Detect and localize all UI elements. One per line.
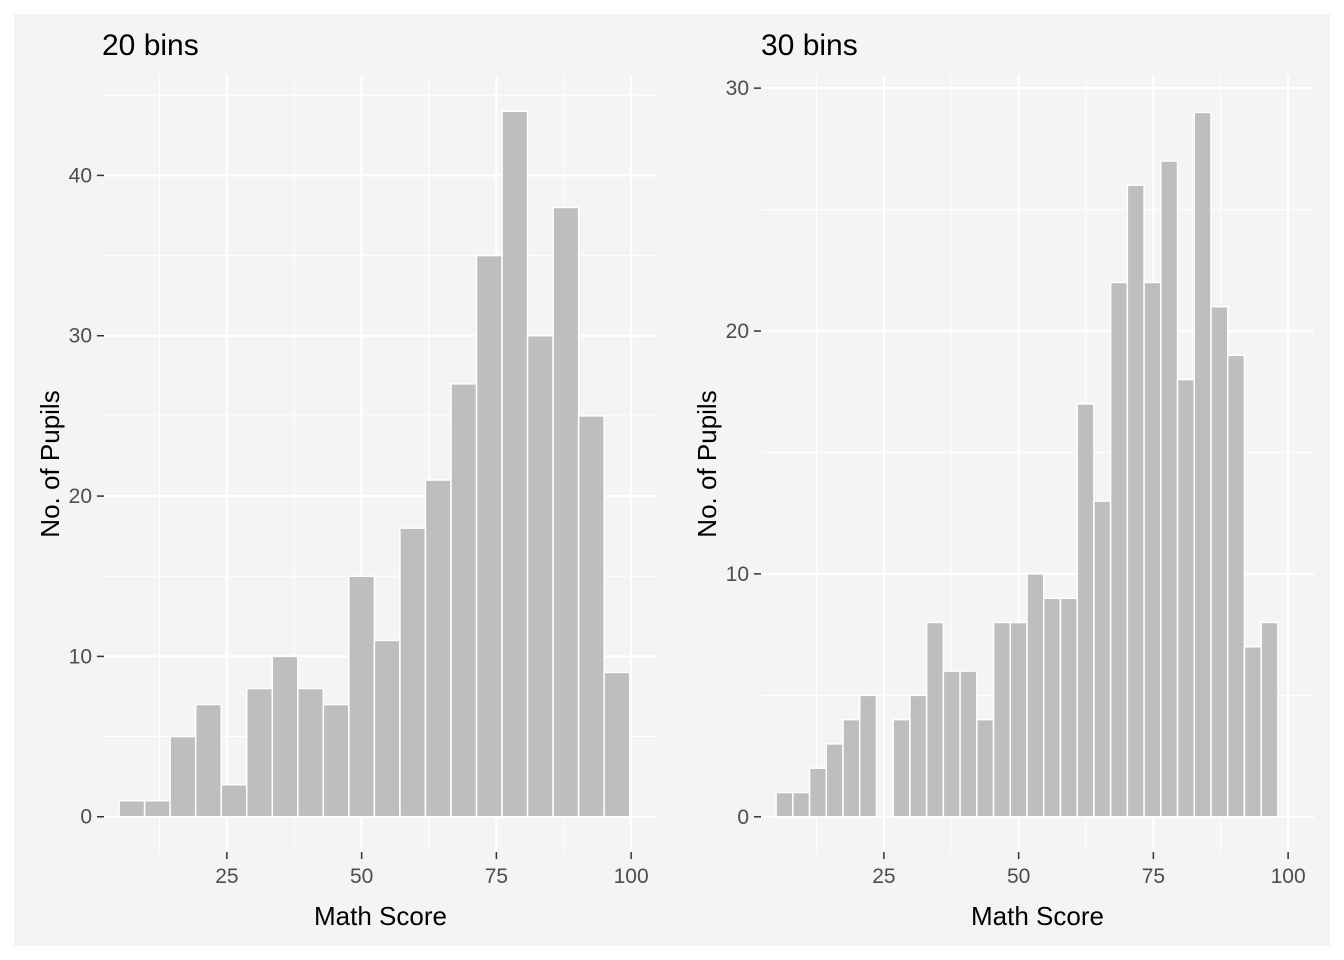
- histogram-bar: [1176, 378, 1196, 818]
- y-tick-label: 0: [737, 806, 749, 829]
- y-axis-title: No. of Pupils: [692, 390, 722, 537]
- histogram-bar: [909, 694, 928, 818]
- histogram-bar: [1126, 184, 1145, 818]
- x-tick-label: 75: [1142, 865, 1165, 888]
- histogram-bar: [373, 639, 401, 818]
- histogram-bar: [1160, 160, 1179, 818]
- x-tick-label: 25: [872, 865, 895, 888]
- histogram-bar: [450, 383, 478, 818]
- histogram-bar: [526, 334, 554, 818]
- x-axis-title: Math Score: [971, 901, 1104, 931]
- histogram-bar: [475, 254, 503, 818]
- histogram-bar: [501, 110, 529, 818]
- y-axis-title: No. of Pupils: [35, 390, 65, 537]
- histogram-bar: [577, 415, 605, 818]
- histogram-bar: [424, 479, 452, 818]
- histogram-bar: [942, 670, 961, 818]
- x-axis-title: Math Score: [314, 901, 447, 931]
- x-tick-label: 100: [1271, 865, 1306, 888]
- histogram-bar: [792, 791, 811, 818]
- histogram-bar: [825, 743, 844, 818]
- y-tick-label: 40: [69, 164, 92, 187]
- histogram-bar: [552, 206, 580, 818]
- histogram-bar: [775, 791, 794, 818]
- figure-background: 0 10 20 30 40 25 50 75 100 20 bins Math Score No. o…: [14, 14, 1330, 946]
- histogram-bar: [842, 718, 861, 818]
- x-tick-label: 50: [1007, 865, 1030, 888]
- histogram-bar: [220, 783, 248, 818]
- histogram-bar: [297, 687, 325, 818]
- histogram-bar: [992, 621, 1012, 818]
- histogram-bar: [1076, 403, 1095, 818]
- histogram-bar: [143, 799, 171, 818]
- histogram-bar: [194, 703, 222, 818]
- histogram-bar: [808, 767, 828, 818]
- y-tick-label: 30: [726, 77, 749, 100]
- histogram-bar: [1109, 281, 1129, 818]
- chart-title: 20 bins: [102, 29, 199, 62]
- histogram-bar: [245, 687, 274, 818]
- y-tick-label: 10: [726, 563, 749, 586]
- y-tick-label: 30: [69, 325, 92, 348]
- histogram-bar: [892, 718, 911, 818]
- chart-panel-2: 0 10 20 30 25 50 75 100 30 bins Math Score No. of …: [692, 29, 1314, 931]
- chart-title: 30 bins: [761, 29, 858, 62]
- histogram-bar: [603, 671, 631, 818]
- histogram-bar: [959, 670, 978, 818]
- histogram-bar: [1193, 111, 1212, 818]
- histogram-bar: [858, 694, 878, 818]
- histogram-bar: [1059, 597, 1078, 818]
- x-tick-label: 75: [485, 865, 508, 888]
- histogram-bar: [1143, 281, 1162, 818]
- histogram-bar: [1226, 354, 1246, 818]
- y-tick-label: 0: [80, 806, 92, 829]
- histogram-bar: [1243, 646, 1262, 818]
- histogram-bar: [1026, 573, 1045, 818]
- histogram-bar: [399, 527, 427, 818]
- x-tick-label: 25: [215, 865, 238, 888]
- histogram-bar: [169, 735, 197, 818]
- histogram-bar: [322, 703, 350, 818]
- histogram-bar: [1042, 597, 1062, 818]
- histogram-bar: [976, 718, 995, 818]
- x-tick-label: 50: [350, 865, 373, 888]
- histogram-bar: [925, 621, 945, 818]
- histogram-bar: [271, 655, 299, 818]
- x-tick-label: 100: [614, 865, 649, 888]
- chart-panel-1: 0 10 20 30 40 25 50 75 100 20 bins Math Score No. o…: [35, 29, 657, 931]
- histogram-bar: [1210, 305, 1229, 818]
- histogram-bar: [1260, 621, 1279, 818]
- y-tick-label: 20: [726, 320, 749, 343]
- y-tick-label: 20: [69, 485, 92, 508]
- histogram-bar: [118, 799, 146, 818]
- histogram-bar: [348, 575, 376, 818]
- histogram-bar: [1009, 621, 1028, 818]
- histogram-bar: [1093, 500, 1112, 818]
- y-tick-label: 10: [69, 645, 92, 668]
